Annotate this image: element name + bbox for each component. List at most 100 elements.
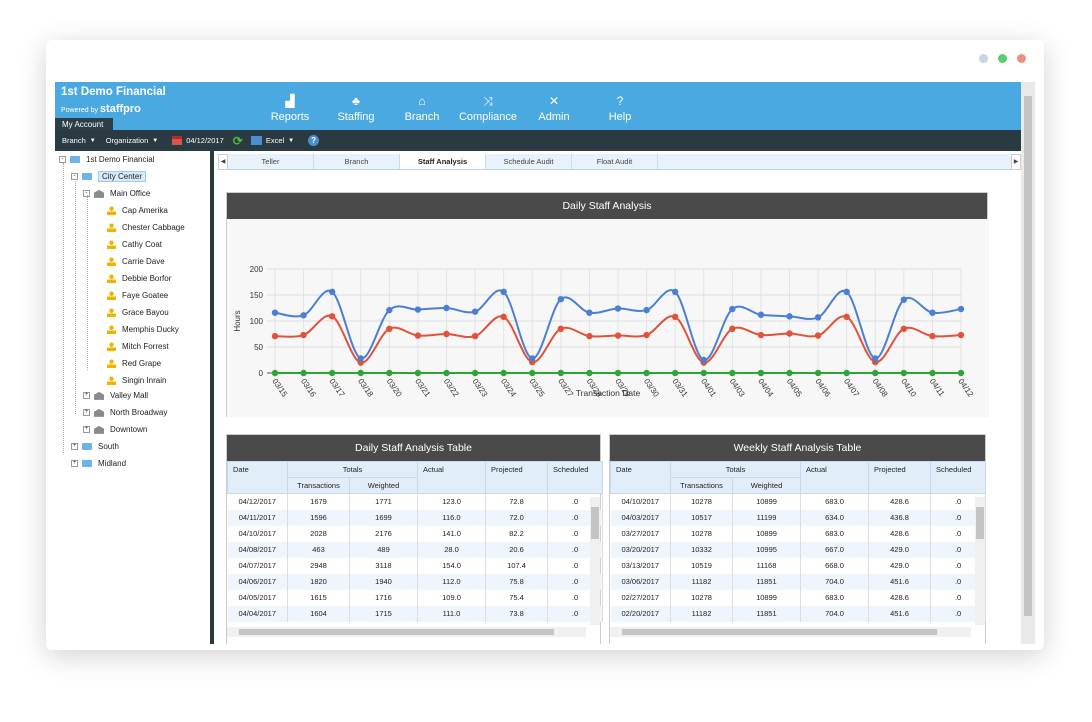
expand-icon[interactable]: + [71,460,78,468]
nav-label: Help [608,111,632,123]
table-vertical-scrollbar[interactable] [975,497,985,625]
tree-node-person[interactable]: Mitch Forrest [107,340,169,356]
excel-icon[interactable] [250,136,262,145]
tree-node-person[interactable]: Singin Inrain [107,374,166,390]
tab-branch[interactable]: Branch [314,154,400,169]
tree-node-person[interactable]: Grace Bayou [107,306,169,322]
col-header-transactions[interactable]: Transactions [287,477,350,494]
expand-icon[interactable]: + [83,409,90,417]
help-icon[interactable]: ? [308,135,320,146]
nav-admin[interactable]: ✕ Admin [521,82,587,130]
user-icon [107,240,116,250]
tab-scroll-left-icon[interactable]: ◀ [218,154,228,170]
table-row[interactable]: 04/03/2017 10517 11199 634.0 436.8.0 [610,509,986,526]
tree-node-person[interactable]: Cathy Coat [107,238,162,254]
nav-staffing[interactable]: ♣ Staffing [323,82,389,130]
data-point-projected [386,325,393,332]
tree-node-branch[interactable]: + Valley Mall [83,389,148,405]
col-header-projected[interactable]: Projected [485,461,548,494]
tree-node-person[interactable]: Memphis Ducky [107,323,179,339]
col-header-date[interactable]: Date [610,461,671,494]
table-row[interactable]: 04/10/2017 2028 2176 141.0 82.2.0 [227,525,603,542]
collapse-icon[interactable]: - [71,173,78,181]
table-row[interactable]: 04/12/2017 1679 1771 123.0 72.8.0 [227,493,603,510]
chevron-down-icon[interactable]: ▼ [152,137,159,144]
tree-node-region[interactable]: + Midland [71,457,126,473]
window-dot-1[interactable] [979,54,988,63]
table-row[interactable]: 04/10/2017 10278 10899 683.0 428.6.0 [610,493,986,510]
expand-icon[interactable]: + [83,392,90,400]
tree-node-city-center[interactable]: - City Center [71,170,147,186]
col-header-actual[interactable]: Actual [417,461,486,494]
scrollbar-thumb[interactable] [622,629,937,635]
col-header-transactions[interactable]: Transactions [670,477,733,494]
page-scrollbar-thumb[interactable] [1024,96,1032,616]
tree-node-branch[interactable]: + North Broadway [83,406,167,422]
table-horizontal-scrollbar[interactable] [227,627,586,637]
organization-dropdown[interactable]: Organization [105,136,149,145]
window-dot-3[interactable] [1017,54,1026,63]
tree-node-branch[interactable]: + Downtown [83,423,147,439]
col-header-weighted[interactable]: Weighted [349,477,418,494]
scrollbar-thumb[interactable] [591,507,599,539]
table-row[interactable]: 02/20/2017 11182 11851 704.0 451.6.0 [610,605,986,622]
scrollbar-thumb[interactable] [976,507,984,539]
nav-compliance[interactable]: ⤨ Compliance [455,82,521,130]
tree-node-person[interactable]: Chester Cabbage [107,221,185,237]
tree-node-main-office[interactable]: - Main Office [83,187,150,203]
excel-dropdown[interactable]: Excel [265,136,285,145]
col-header-projected[interactable]: Projected [868,461,931,494]
chevron-down-icon[interactable]: ▼ [89,137,96,144]
nav-branch[interactable]: ⌂ Branch [389,82,455,130]
refresh-icon[interactable]: ⟳ [232,133,243,148]
table-row[interactable]: 04/11/2017 1596 1699 116.0 72.0.0 [227,509,603,526]
table-row[interactable]: 03/06/2017 11182 11851 704.0 451.6.0 [610,573,986,590]
tree-node-person[interactable]: Debbie Borfor [107,272,171,288]
tab-schedule-audit[interactable]: Schedule Audit [486,154,572,169]
nav-reports[interactable]: ▟ Reports [257,82,323,130]
col-header-totals[interactable]: Totals [670,461,801,478]
table-cell: 03/06/2017 [610,573,671,590]
col-header-date[interactable]: Date [227,461,288,494]
table-row[interactable]: 04/07/2017 2948 3118 154.0 107.4.0 [227,557,603,574]
table-horizontal-scrollbar[interactable] [610,627,971,637]
my-account-button[interactable]: My Account [55,118,113,131]
tree-node-root[interactable]: - 1st Demo Financial [59,153,154,169]
nav-help[interactable]: ? Help [587,82,653,130]
page-scrollbar[interactable] [1021,82,1035,644]
date-field[interactable]: 04/12/2017 [186,136,224,145]
tab-staff-analysis[interactable]: Staff Analysis [400,154,486,169]
table-row[interactable]: 04/04/2017 1604 1715 111.0 73.8.0 [227,605,603,622]
col-header-weighted[interactable]: Weighted [732,477,801,494]
col-header-totals[interactable]: Totals [287,461,418,478]
expand-icon[interactable]: + [71,443,78,451]
table-row[interactable]: 03/20/2017 10332 10995 667.0 429.0.0 [610,541,986,558]
tree-node-person[interactable]: Red Grape [107,357,161,373]
table-row[interactable]: 02/27/2017 10278 10899 683.0 428.6.0 [610,589,986,606]
col-header-actual[interactable]: Actual [800,461,869,494]
expand-icon[interactable]: + [83,426,90,434]
window-dot-2[interactable] [998,54,1007,63]
calendar-icon[interactable] [172,136,183,145]
chevron-down-icon[interactable]: ▼ [288,137,295,144]
branch-dropdown[interactable]: Branch [62,136,86,145]
col-header-scheduled[interactable]: Scheduled [547,461,603,494]
collapse-icon[interactable]: - [83,190,90,198]
col-header-scheduled[interactable]: Scheduled [930,461,986,494]
collapse-icon[interactable]: - [59,156,66,164]
org-chart-icon: ♣ [352,94,360,108]
table-row[interactable]: 04/06/2017 1820 1940 112.0 75.8.0 [227,573,603,590]
table-row[interactable]: 03/13/2017 10519 11168 668.0 429.0.0 [610,557,986,574]
tree-node-person[interactable]: Faye Goatee [107,289,168,305]
tree-node-person[interactable]: Carrie Dave [107,255,165,271]
tab-float-audit[interactable]: Float Audit [572,154,658,169]
tab-scroll-right-icon[interactable]: ▶ [1011,154,1021,170]
tree-node-person[interactable]: Cap Amerika [107,204,168,220]
table-row[interactable]: 04/08/2017 463 489 28.0 20.6.0 [227,541,603,558]
table-row[interactable]: 03/27/2017 10278 10899 683.0 428.6.0 [610,525,986,542]
tab-teller[interactable]: Teller [228,154,314,169]
table-row[interactable]: 04/05/2017 1615 1716 109.0 75.4.0 [227,589,603,606]
table-vertical-scrollbar[interactable] [590,497,600,625]
tree-node-region[interactable]: + South [71,440,119,456]
scrollbar-thumb[interactable] [239,629,554,635]
